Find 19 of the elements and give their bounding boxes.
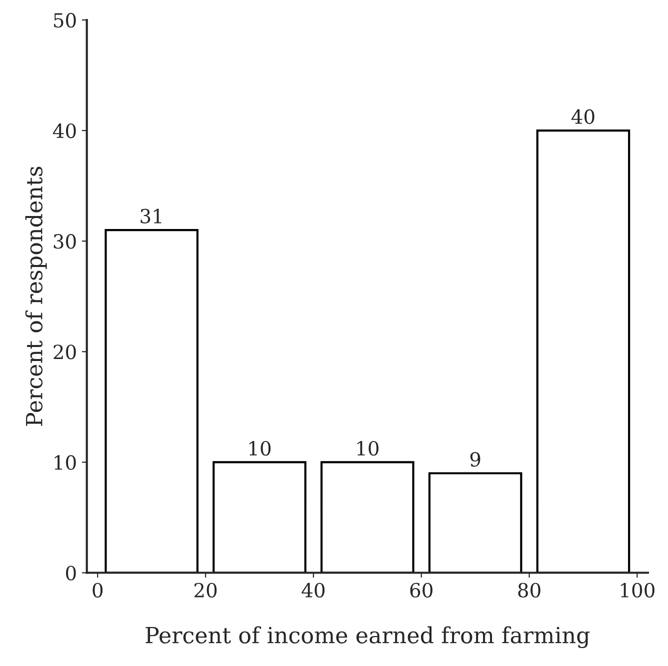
x-tick-label: 60: [410, 582, 432, 598]
x-tick-label: 100: [620, 582, 654, 598]
data-label: 40: [571, 109, 594, 124]
data-label: 9: [470, 452, 480, 467]
y-tick-label: 40: [52, 123, 76, 138]
y-tick-label: 50: [54, 12, 76, 28]
data-label: 10: [249, 440, 271, 456]
x-tick-label: 20: [194, 582, 217, 598]
y-tick-label: 0: [66, 566, 76, 580]
y-axis-title: Percent of respondents: [25, 166, 47, 426]
x-tick-label: 80: [518, 582, 540, 598]
y-tick-label: 20: [54, 344, 76, 360]
data-label: 10: [357, 440, 378, 456]
x-tick-label: 40: [302, 582, 325, 598]
x-axis-title: Percent of income earned from farming: [146, 626, 590, 648]
y-tick-label: 30: [54, 234, 76, 249]
data-label: 31: [140, 208, 162, 224]
x-tick-label: 0: [92, 582, 103, 598]
y-tick-label: 10: [54, 455, 76, 470]
